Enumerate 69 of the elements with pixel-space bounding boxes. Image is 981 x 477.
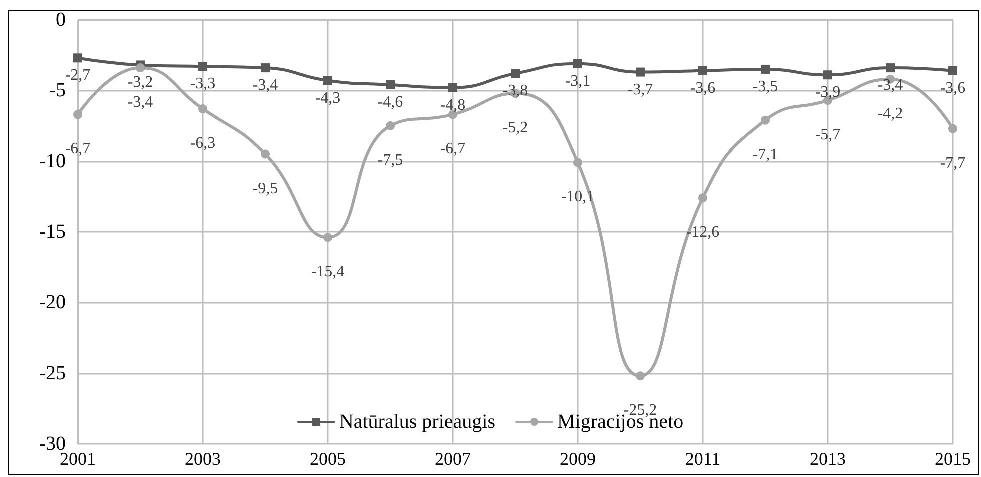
data-label: -7,7 bbox=[940, 154, 966, 172]
point bbox=[511, 69, 520, 78]
x-tick-label: 2007 bbox=[435, 449, 471, 469]
point bbox=[636, 372, 645, 381]
point bbox=[198, 104, 208, 114]
data-label: -3,1 bbox=[565, 72, 591, 90]
point bbox=[324, 76, 332, 86]
y-tick-label: -25 bbox=[39, 362, 66, 384]
data-label: -3,3 bbox=[190, 76, 216, 93]
point bbox=[324, 233, 332, 242]
x-tick-label: 2001 bbox=[60, 449, 96, 469]
y-tick-label: -15 bbox=[39, 221, 66, 243]
y-tick-label: -5 bbox=[49, 80, 66, 102]
y-tick-label: 0 bbox=[56, 9, 66, 31]
point bbox=[948, 66, 958, 76]
data-label: -9,5 bbox=[252, 180, 278, 198]
x-tick-label: 2015 bbox=[935, 449, 971, 469]
point bbox=[636, 68, 645, 77]
data-label: -7,1 bbox=[752, 146, 778, 164]
point bbox=[886, 64, 895, 73]
point bbox=[136, 64, 145, 73]
x-tick-label: 2011 bbox=[685, 449, 721, 469]
data-label: -3,7 bbox=[628, 81, 654, 98]
point bbox=[261, 64, 270, 73]
data-label: -6,7 bbox=[65, 140, 91, 158]
point bbox=[948, 124, 958, 134]
data-label: -12,6 bbox=[686, 224, 720, 242]
point bbox=[261, 150, 270, 159]
data-label: -10,1 bbox=[561, 188, 595, 206]
point bbox=[74, 110, 82, 120]
point bbox=[574, 158, 582, 168]
data-label: -3,4 bbox=[128, 94, 154, 112]
point bbox=[386, 122, 395, 130]
data-label: -3,9 bbox=[815, 84, 841, 102]
x-tick-label: 2005 bbox=[310, 449, 346, 469]
point bbox=[698, 66, 708, 76]
point bbox=[698, 194, 708, 203]
data-label: -3,8 bbox=[502, 82, 528, 100]
data-label: -5,7 bbox=[815, 126, 841, 144]
data-label: -3,6 bbox=[690, 80, 716, 97]
data-label: -3,4 bbox=[252, 77, 278, 94]
data-label: -7,5 bbox=[378, 152, 404, 169]
y-tick-label: -10 bbox=[39, 150, 66, 172]
point bbox=[448, 83, 458, 92]
x-tick-label: 2003 bbox=[185, 449, 221, 469]
data-label: -6,3 bbox=[190, 135, 216, 152]
data-label: -3,2 bbox=[128, 74, 154, 92]
data-label: -4,8 bbox=[440, 96, 466, 114]
data-label: -4,3 bbox=[315, 90, 341, 107]
y-tick-label: -20 bbox=[39, 292, 66, 314]
point bbox=[761, 64, 770, 74]
data-label: -15,4 bbox=[311, 264, 345, 281]
point bbox=[386, 80, 395, 90]
x-tick-label: 2009 bbox=[560, 449, 596, 469]
point bbox=[824, 70, 832, 80]
data-label: -2,7 bbox=[65, 67, 91, 84]
data-label: -3,5 bbox=[752, 78, 778, 96]
data-label: -3,6 bbox=[940, 80, 966, 97]
point bbox=[74, 54, 82, 63]
data-label: -4,2 bbox=[878, 105, 904, 122]
point bbox=[574, 59, 582, 68]
point bbox=[761, 116, 770, 125]
data-label: -3,4 bbox=[878, 77, 904, 94]
point bbox=[198, 62, 208, 72]
data-label: -4,6 bbox=[378, 94, 404, 112]
data-label: -6,7 bbox=[440, 140, 466, 158]
data-label: -5,2 bbox=[502, 119, 528, 136]
x-tick-label: 2013 bbox=[810, 449, 846, 469]
legend-label: Natūralus prieaugis bbox=[339, 411, 496, 433]
